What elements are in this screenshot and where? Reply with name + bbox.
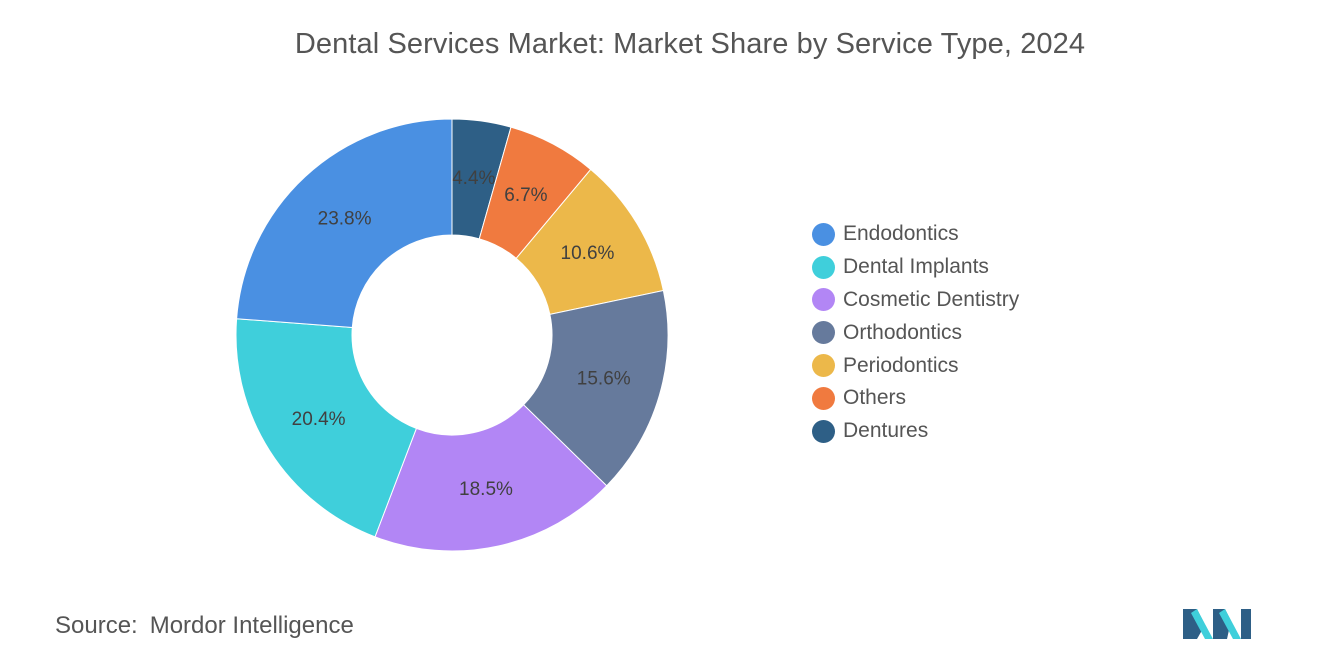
- slice-label-dental-implants: 20.4%: [292, 409, 346, 430]
- legend-label: Dentures: [843, 419, 929, 443]
- legend-item-dentures: Dentures: [812, 415, 1019, 448]
- slice-label-endodontics: 23.8%: [318, 209, 372, 230]
- mordor-intelligence-logo-icon: [1183, 609, 1251, 639]
- legend-label: Orthodontics: [843, 320, 963, 344]
- slice-label-others: 6.7%: [504, 185, 547, 206]
- legend-label: Cosmetic Dentistry: [843, 287, 1020, 311]
- source-note: Source: Mordor Intelligence: [55, 612, 354, 640]
- chart-legend: Endodontics Dental Implants Cosmetic Denti…: [812, 218, 1019, 448]
- legend-item-cosmetic-dentistry: Cosmetic Dentistry: [812, 284, 1019, 317]
- legend-swatch: [812, 386, 835, 410]
- legend-item-orthodontics: Orthodontics: [812, 316, 1019, 349]
- slice-endodontics: [236, 118, 453, 329]
- slice-label-periodontics: 10.6%: [561, 243, 615, 264]
- legend-label: Others: [843, 386, 907, 410]
- donut-chart: 4.4% 6.7% 10.6% 15.6% 18.5% 20.4% 23.8%: [235, 118, 669, 552]
- legend-label: Endodontics: [843, 222, 959, 246]
- legend-swatch: [812, 255, 835, 279]
- legend-item-others: Others: [812, 382, 1019, 415]
- source-value: Mordor Intelligence: [149, 612, 354, 639]
- legend-label: Dental Implants: [843, 255, 989, 279]
- slice-label-cosmetic-dentistry: 18.5%: [459, 479, 513, 500]
- legend-item-periodontics: Periodontics: [812, 349, 1019, 382]
- legend-item-endodontics: Endodontics: [812, 218, 1019, 251]
- slice-dental-implants: [235, 318, 418, 538]
- legend-label: Periodontics: [843, 353, 959, 377]
- legend-swatch: [812, 419, 835, 443]
- legend-swatch: [812, 288, 835, 312]
- slice-orthodontics: [522, 289, 669, 487]
- legend-swatch: [812, 321, 835, 345]
- legend-swatch: [812, 222, 835, 246]
- legend-swatch: [812, 354, 835, 378]
- slice-cosmetic-dentistry: [374, 404, 608, 552]
- slice-label-dentures: 4.4%: [452, 168, 495, 189]
- slice-label-orthodontics: 15.6%: [577, 369, 631, 390]
- legend-item-dental-implants: Dental Implants: [812, 251, 1019, 284]
- source-key: Source:: [55, 612, 138, 639]
- chart-title: Dental Services Market: Market Share by …: [294, 28, 1086, 60]
